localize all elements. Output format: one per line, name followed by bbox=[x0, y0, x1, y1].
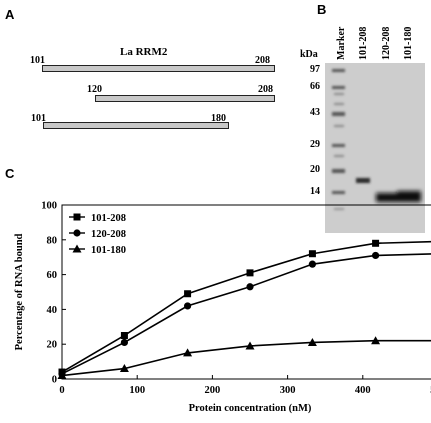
sample-bands bbox=[356, 178, 370, 183]
x-tick-labels: 0100200300400500 bbox=[59, 375, 431, 396]
kda-unit-label: kDa bbox=[300, 49, 318, 60]
legend-label: 101-180 bbox=[91, 245, 126, 256]
marker-14-label: 14 bbox=[310, 186, 320, 197]
y-tick-label: 80 bbox=[47, 235, 58, 246]
data-point bbox=[183, 348, 193, 357]
series-101-180 bbox=[57, 336, 431, 380]
panel-a-title: La RRM2 bbox=[120, 46, 168, 58]
data-point bbox=[120, 338, 129, 347]
data-point bbox=[183, 302, 192, 310]
y-tick-label: 40 bbox=[47, 305, 58, 316]
x-tick-label: 300 bbox=[280, 385, 296, 396]
data-point bbox=[372, 239, 380, 247]
series-120-208 bbox=[58, 251, 431, 378]
legend-item: 101-180 bbox=[69, 244, 126, 256]
lane-label-marker: Marker bbox=[336, 26, 347, 60]
data-point bbox=[246, 283, 254, 291]
data-point bbox=[371, 336, 381, 345]
chart-legend: 101-208 120-208 101-180 bbox=[69, 213, 126, 256]
panel-a-letter: A bbox=[5, 7, 15, 22]
data-point bbox=[308, 260, 317, 268]
data-point bbox=[307, 337, 317, 346]
y-tick-label: 60 bbox=[47, 270, 58, 281]
construct-1-end: 208 bbox=[255, 55, 270, 66]
panel-c-letter: C bbox=[5, 166, 15, 181]
marker-band-66 bbox=[332, 86, 345, 89]
lane-label-101-180: 101-180 bbox=[403, 26, 414, 60]
construct-1-start: 101 bbox=[30, 55, 45, 66]
band-101-180 bbox=[397, 191, 421, 202]
legend-marker bbox=[73, 213, 81, 221]
construct-3-bar bbox=[43, 122, 229, 129]
marker-band-43 bbox=[332, 112, 345, 116]
y-axis-label: Percentage of RNA bound bbox=[14, 233, 25, 350]
marker-66-label: 66 bbox=[310, 81, 320, 92]
data-point bbox=[119, 364, 129, 373]
marker-band-20 bbox=[332, 169, 345, 173]
legend-item: 120-208 bbox=[69, 229, 126, 240]
marker-43-label: 43 bbox=[310, 107, 320, 118]
x-tick-label: 400 bbox=[355, 385, 371, 396]
marker-band-97 bbox=[332, 69, 345, 72]
construct-3-start: 101 bbox=[31, 113, 46, 124]
x-axis-label: Protein concentration (nM) bbox=[189, 403, 312, 414]
chart-series bbox=[57, 239, 431, 380]
data-point bbox=[308, 250, 316, 258]
construct-2-end: 208 bbox=[258, 84, 273, 95]
x-tick-label: 0 bbox=[59, 385, 64, 396]
data-point bbox=[184, 290, 192, 298]
marker-20-label: 20 bbox=[310, 164, 320, 175]
x-tick-label: 100 bbox=[129, 385, 145, 396]
legend-label: 101-208 bbox=[91, 213, 126, 224]
panel-b-letter: B bbox=[317, 2, 327, 17]
construct-3-end: 180 bbox=[211, 113, 226, 124]
construct-2-start: 120 bbox=[87, 84, 102, 95]
legend-label: 120-208 bbox=[91, 229, 126, 240]
data-point bbox=[371, 251, 380, 260]
legend-marker bbox=[72, 244, 82, 253]
lane-label-120-208: 120-208 bbox=[381, 26, 392, 60]
band-101-208 bbox=[356, 178, 370, 183]
plot-frame bbox=[61, 204, 431, 380]
marker-97-label: 97 bbox=[310, 64, 320, 75]
data-point bbox=[245, 341, 255, 350]
lane-label-101-208: 101-208 bbox=[358, 26, 369, 60]
data-point bbox=[57, 371, 67, 380]
marker-band-14 bbox=[332, 191, 345, 194]
y-tick-label: 0 bbox=[52, 375, 57, 386]
legend-item: 101-208 bbox=[69, 213, 126, 224]
marker-29-label: 29 bbox=[310, 139, 320, 150]
marker-band-29 bbox=[332, 144, 345, 147]
data-point bbox=[246, 269, 254, 277]
band-120-208 bbox=[376, 193, 398, 202]
x-tick-label: 200 bbox=[205, 385, 221, 396]
y-tick-label: 20 bbox=[47, 340, 58, 351]
legend-marker bbox=[73, 229, 81, 237]
construct-1-bar bbox=[42, 65, 275, 72]
chart-axes bbox=[61, 204, 431, 380]
data-point bbox=[120, 332, 128, 339]
marker-ladder bbox=[332, 69, 345, 210]
construct-2-bar bbox=[95, 95, 275, 102]
series-line bbox=[61, 240, 431, 373]
y-tick-label: 100 bbox=[41, 201, 57, 212]
